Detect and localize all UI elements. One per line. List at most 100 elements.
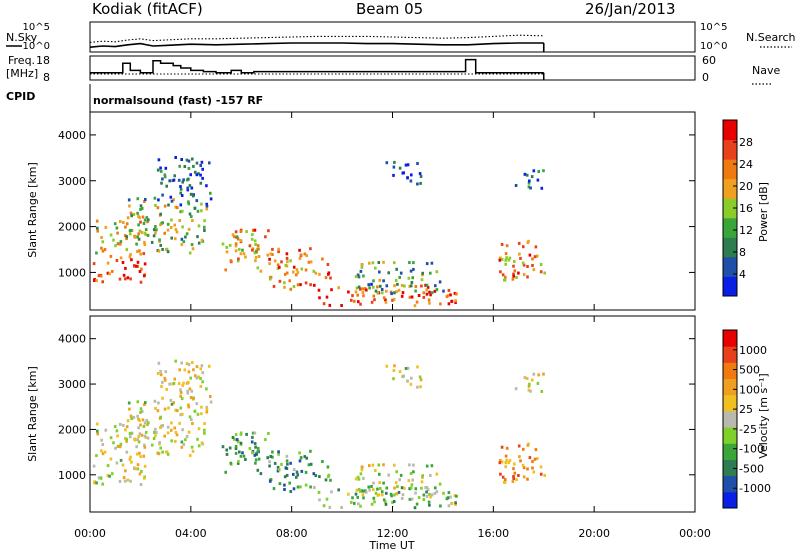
range-gate-cell	[221, 445, 225, 449]
range-gate-cell	[314, 474, 318, 478]
range-gate-cell	[111, 472, 114, 476]
range-gate-cell	[413, 506, 417, 510]
range-gate-cell	[251, 435, 254, 439]
range-gate-cell	[158, 238, 161, 242]
range-gate-cell	[357, 300, 360, 304]
range-gate-cell	[174, 439, 177, 443]
range-gate-cell	[372, 285, 375, 289]
range-gate-cell	[203, 428, 206, 432]
range-gate-cell	[268, 257, 271, 261]
range-gate-cell	[250, 237, 254, 241]
range-gate-cell	[398, 370, 402, 374]
range-gate-cell	[396, 282, 399, 286]
range-gate-cell	[295, 470, 299, 474]
range-gate-cell	[97, 274, 101, 278]
range-gate-cell	[417, 294, 421, 297]
range-gate-cell	[526, 275, 529, 279]
velocity-data-cells	[92, 359, 546, 510]
range-gate-cell	[272, 487, 276, 491]
range-gate-cell	[419, 175, 423, 178]
range-gate-cell	[179, 388, 182, 392]
range-gate-cell	[449, 293, 452, 297]
range-gate-cell	[519, 459, 522, 463]
range-gate-cell	[421, 474, 424, 478]
range-gate-cell	[425, 494, 429, 498]
range-gate-cell	[372, 294, 376, 298]
range-gate-cell	[239, 239, 243, 243]
range-gate-cell	[192, 164, 195, 168]
range-gate-cell	[353, 299, 356, 303]
range-gate-cell	[237, 257, 240, 261]
nsearch-line	[89, 34, 544, 43]
range-gate-cell	[201, 371, 204, 375]
range-gate-cell	[205, 387, 208, 391]
range-gate-cell	[360, 489, 364, 493]
range-gate-cell	[356, 273, 360, 277]
range-gate-cell	[119, 422, 122, 426]
range-gate-cell	[420, 278, 424, 282]
range-gate-cell	[419, 385, 422, 389]
range-gate-cell	[139, 280, 143, 284]
range-gate-cell	[429, 293, 432, 297]
range-gate-cell	[251, 233, 254, 237]
range-gate-cell	[412, 463, 415, 467]
range-gate-cell	[305, 456, 308, 460]
range-gate-cell	[392, 297, 396, 301]
range-gate-cell	[528, 179, 531, 183]
range-gate-cell	[239, 252, 243, 256]
range-gate-cell	[428, 492, 431, 496]
range-gate-cell	[288, 481, 291, 485]
range-gate-cell	[189, 173, 192, 177]
range-gate-cell	[235, 438, 239, 442]
range-gate-cell	[122, 221, 125, 224]
range-gate-cell	[542, 372, 545, 376]
range-gate-cell	[522, 273, 526, 276]
range-gate-cell	[181, 180, 184, 184]
range-gate-cell	[180, 237, 184, 241]
range-gate-cell	[359, 269, 363, 273]
range-gate-cell	[533, 457, 537, 461]
range-gate-cell	[322, 302, 326, 306]
range-gate-cell	[121, 463, 125, 467]
range-gate-cell	[166, 250, 170, 254]
range-gate-cell	[147, 218, 150, 222]
range-gate-cell	[164, 370, 168, 374]
range-gate-cell	[527, 384, 531, 388]
range-gate-cell	[512, 274, 515, 278]
range-gate-cell	[528, 456, 532, 460]
range-gate-cell	[187, 159, 191, 163]
range-gate-cell	[166, 425, 170, 429]
range-gate-cell	[508, 256, 512, 260]
range-gate-cell	[133, 467, 136, 471]
range-gate-cell	[271, 455, 274, 459]
range-gate-cell	[196, 437, 199, 441]
range-gate-cell	[384, 300, 388, 304]
range-gate-cell	[163, 204, 167, 208]
range-gate-cell	[161, 221, 164, 225]
range-gate-cell	[195, 199, 199, 203]
range-gate-cell	[529, 389, 532, 393]
range-gate-cell	[304, 483, 308, 487]
range-gate-cell	[178, 164, 181, 168]
range-gate-cell	[403, 284, 406, 288]
range-gate-cell	[170, 421, 173, 425]
range-gate-cell	[276, 263, 280, 267]
range-gate-cell	[373, 298, 376, 302]
time-tick-label: 08:00	[276, 527, 308, 540]
range-gate-cell	[99, 476, 103, 480]
range-gate-cell	[255, 452, 258, 456]
range-gate-cell	[122, 476, 126, 480]
range-gate-cell	[354, 492, 358, 496]
range-gate-cell	[209, 197, 213, 201]
range-gate-cell	[179, 394, 182, 398]
range-gate-cell	[409, 486, 413, 490]
range-gate-cell	[392, 165, 396, 169]
range-gate-cell	[425, 292, 429, 296]
range-gate-cell	[236, 440, 240, 444]
range-gate-cell	[196, 235, 199, 239]
range-gate-cell	[360, 265, 364, 269]
time-tick-label: 20:00	[578, 527, 610, 540]
range-gate-cell	[161, 396, 164, 400]
range-gate-cell	[225, 245, 228, 249]
velocity-colorbar-swatch	[723, 475, 737, 493]
